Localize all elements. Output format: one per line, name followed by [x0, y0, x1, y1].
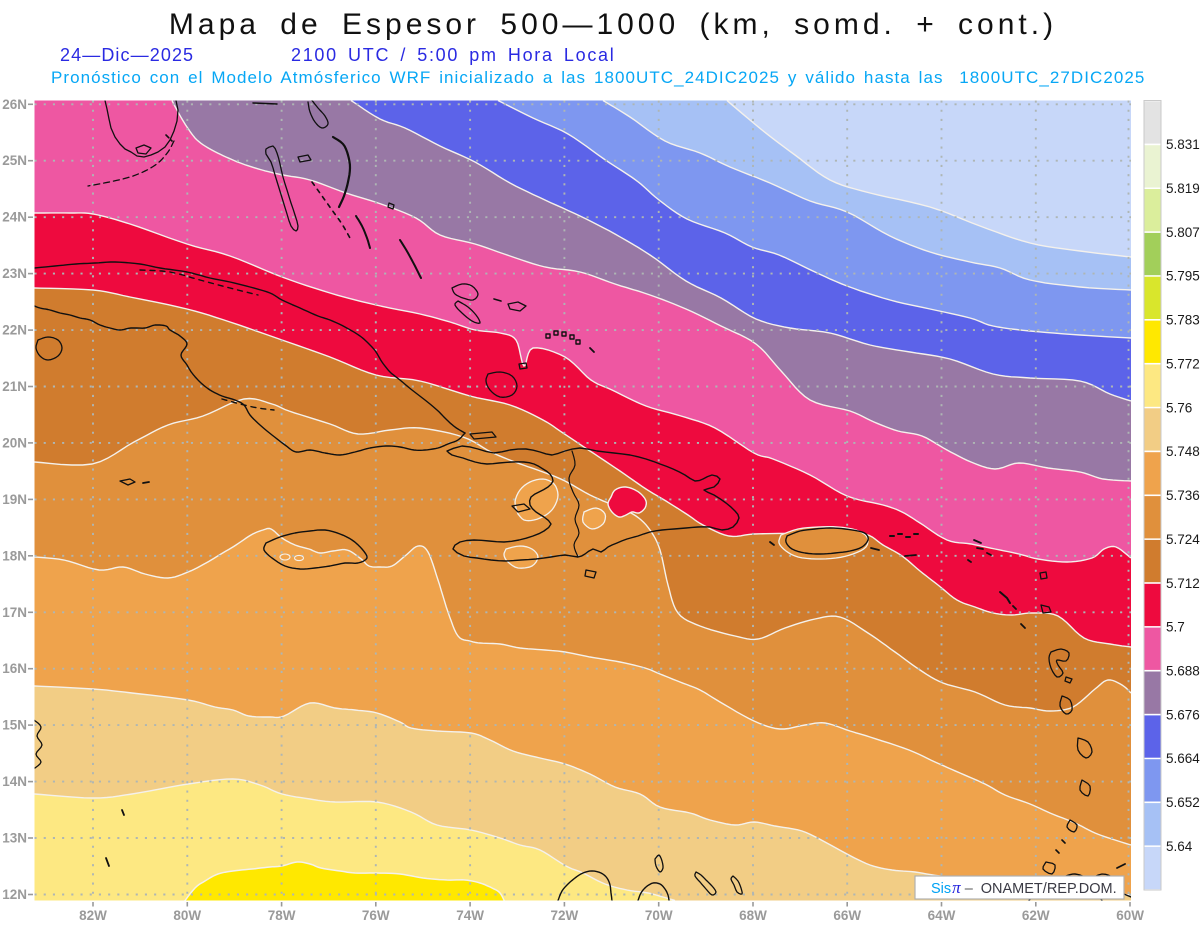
svg-text:5.664: 5.664: [1166, 751, 1200, 766]
svg-text:5.7: 5.7: [1166, 620, 1185, 635]
svg-text:80W: 80W: [173, 908, 201, 923]
svg-text:23N: 23N: [2, 266, 27, 281]
svg-text:74W: 74W: [456, 908, 484, 923]
svg-text:82W: 82W: [79, 908, 107, 923]
svg-text:64W: 64W: [928, 908, 956, 923]
svg-text:5.748: 5.748: [1166, 444, 1200, 459]
svg-text:14N: 14N: [2, 774, 27, 789]
svg-text:12N: 12N: [2, 887, 27, 902]
svg-text:18N: 18N: [2, 548, 27, 563]
svg-text:5.688: 5.688: [1166, 664, 1200, 679]
svg-text:26N: 26N: [2, 97, 27, 112]
svg-text:5.724: 5.724: [1166, 532, 1200, 547]
svg-text:66W: 66W: [833, 908, 861, 923]
svg-text:15N: 15N: [2, 718, 27, 733]
svg-text:Sisπ–ONAMET/REP.DOM.: Sisπ – ONAMET/REP.DOM.: [931, 878, 1117, 897]
svg-text:19N: 19N: [2, 492, 27, 507]
svg-text:25N: 25N: [2, 153, 27, 168]
svg-text:5.736: 5.736: [1166, 488, 1200, 503]
svg-text:22N: 22N: [2, 323, 27, 338]
svg-text:5.676: 5.676: [1166, 707, 1200, 722]
svg-text:24N: 24N: [2, 210, 27, 225]
svg-text:5.772: 5.772: [1166, 357, 1200, 372]
svg-text:21N: 21N: [2, 379, 27, 394]
svg-text:20N: 20N: [2, 435, 27, 450]
svg-text:76W: 76W: [362, 908, 390, 923]
svg-text:5.831: 5.831: [1166, 137, 1200, 152]
svg-text:62W: 62W: [1022, 908, 1050, 923]
svg-text:72W: 72W: [551, 908, 579, 923]
svg-text:70W: 70W: [645, 908, 673, 923]
svg-text:5.783: 5.783: [1166, 313, 1200, 328]
svg-text:5.712: 5.712: [1166, 576, 1200, 591]
svg-text:5.795: 5.795: [1166, 269, 1200, 284]
svg-text:5.64: 5.64: [1166, 839, 1193, 854]
svg-text:5.76: 5.76: [1166, 400, 1192, 415]
svg-text:16N: 16N: [2, 661, 27, 676]
svg-text:13N: 13N: [2, 831, 27, 846]
svg-text:78W: 78W: [268, 908, 296, 923]
svg-text:17N: 17N: [2, 605, 27, 620]
svg-text:60W: 60W: [1116, 908, 1144, 923]
svg-text:5.819: 5.819: [1166, 181, 1200, 196]
svg-text:5.807: 5.807: [1166, 225, 1200, 240]
svg-text:5.652: 5.652: [1166, 795, 1200, 810]
svg-text:68W: 68W: [739, 908, 767, 923]
